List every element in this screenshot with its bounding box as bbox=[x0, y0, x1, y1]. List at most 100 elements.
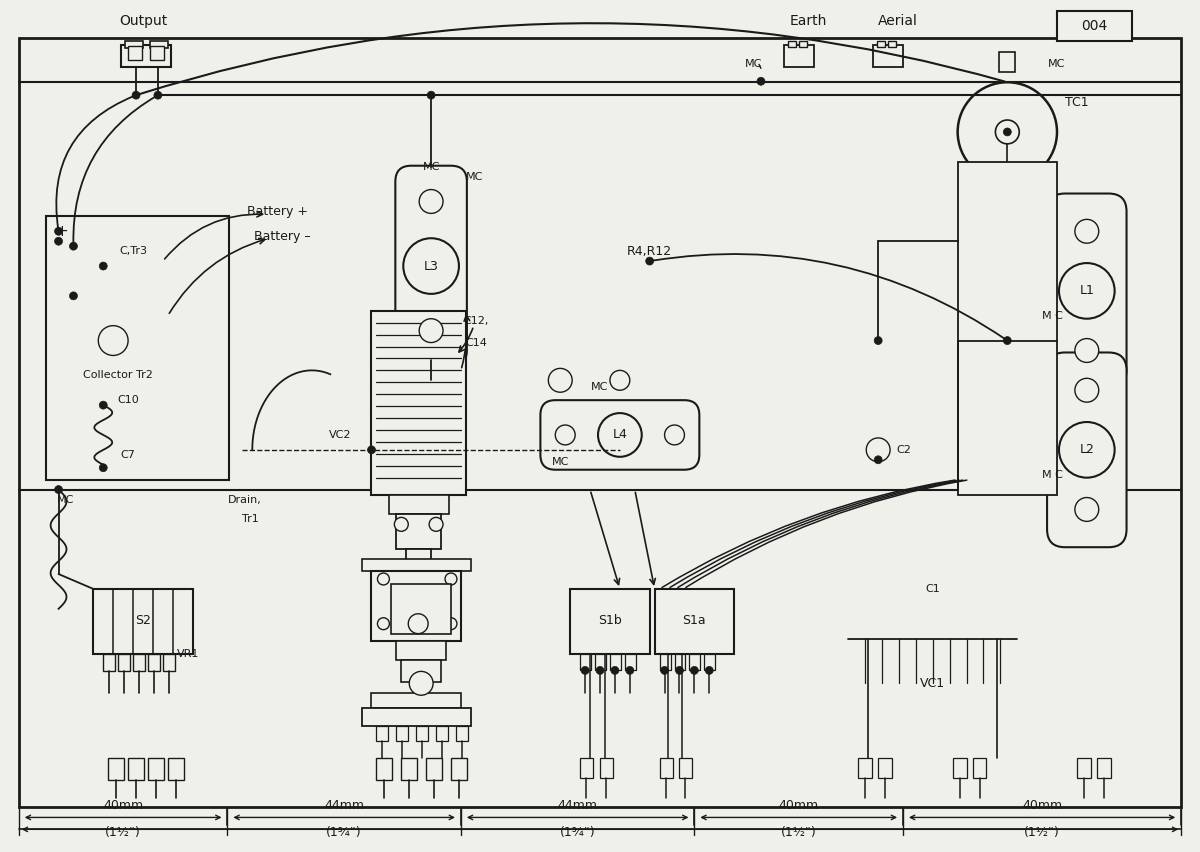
Text: MC: MC bbox=[466, 171, 484, 181]
Bar bbox=[972, 757, 986, 778]
Bar bbox=[118, 653, 130, 671]
Bar bbox=[704, 653, 715, 671]
Circle shape bbox=[419, 319, 443, 343]
Text: VC1: VC1 bbox=[920, 676, 946, 690]
Bar bbox=[361, 708, 470, 726]
Text: C12,: C12, bbox=[463, 316, 488, 325]
Circle shape bbox=[430, 517, 443, 532]
Bar bbox=[103, 653, 115, 671]
Circle shape bbox=[1003, 337, 1012, 344]
Text: C2: C2 bbox=[896, 445, 911, 455]
Text: M C: M C bbox=[1042, 311, 1062, 320]
Bar bbox=[407, 550, 431, 574]
Bar bbox=[121, 45, 170, 67]
Bar bbox=[1076, 757, 1091, 778]
Text: Output: Output bbox=[119, 14, 167, 27]
Circle shape bbox=[54, 227, 62, 235]
Bar bbox=[133, 653, 145, 671]
Text: (1¾"): (1¾") bbox=[326, 826, 362, 839]
Text: Battery –: Battery – bbox=[253, 230, 311, 243]
Bar bbox=[784, 45, 814, 67]
Circle shape bbox=[54, 237, 62, 245]
Text: S2: S2 bbox=[136, 614, 151, 627]
Circle shape bbox=[1058, 422, 1115, 478]
Bar bbox=[409, 574, 427, 604]
Circle shape bbox=[70, 242, 78, 250]
Circle shape bbox=[445, 573, 457, 585]
Bar bbox=[436, 726, 448, 741]
Circle shape bbox=[706, 666, 713, 675]
Circle shape bbox=[408, 613, 428, 634]
Text: VR1: VR1 bbox=[176, 648, 199, 659]
Bar bbox=[94, 589, 193, 653]
Circle shape bbox=[445, 618, 457, 630]
Bar bbox=[595, 653, 606, 671]
Text: (1½"): (1½") bbox=[781, 826, 816, 839]
Circle shape bbox=[690, 666, 698, 675]
Text: (1½"): (1½") bbox=[106, 826, 142, 839]
Bar bbox=[361, 559, 470, 571]
Text: Drain,: Drain, bbox=[228, 494, 262, 504]
Circle shape bbox=[132, 91, 140, 99]
Text: VC2: VC2 bbox=[329, 430, 352, 440]
Text: +: + bbox=[55, 224, 68, 239]
FancyBboxPatch shape bbox=[1048, 353, 1127, 547]
Text: S1a: S1a bbox=[683, 614, 706, 627]
Text: 44mm: 44mm bbox=[324, 799, 364, 812]
Bar bbox=[1097, 757, 1111, 778]
Text: 40mm: 40mm bbox=[103, 799, 143, 812]
Text: MC: MC bbox=[592, 383, 608, 392]
Circle shape bbox=[665, 425, 684, 445]
Bar bbox=[148, 653, 160, 671]
Bar bbox=[396, 726, 408, 741]
Bar bbox=[372, 311, 466, 494]
Bar bbox=[377, 757, 392, 780]
Bar bbox=[625, 653, 636, 671]
Text: L4: L4 bbox=[612, 429, 628, 441]
Bar bbox=[655, 589, 734, 653]
Text: 004: 004 bbox=[1081, 19, 1106, 32]
Text: Aerial: Aerial bbox=[878, 14, 918, 27]
Bar bbox=[660, 757, 672, 778]
Circle shape bbox=[100, 262, 107, 270]
Bar bbox=[168, 757, 184, 780]
Text: 40mm: 40mm bbox=[1022, 799, 1062, 812]
Circle shape bbox=[581, 666, 589, 675]
Text: Earth: Earth bbox=[790, 14, 827, 27]
Circle shape bbox=[367, 446, 376, 454]
Circle shape bbox=[661, 666, 668, 675]
Text: MC: MC bbox=[1049, 60, 1066, 69]
Bar bbox=[858, 757, 872, 778]
Text: TC1: TC1 bbox=[1066, 95, 1088, 108]
Bar bbox=[1000, 53, 1015, 72]
Bar bbox=[426, 757, 442, 780]
FancyBboxPatch shape bbox=[1048, 193, 1127, 389]
Bar bbox=[128, 47, 142, 60]
Text: C10: C10 bbox=[118, 395, 139, 406]
Bar bbox=[148, 757, 164, 780]
Text: L1: L1 bbox=[1079, 285, 1094, 297]
Circle shape bbox=[1075, 498, 1099, 521]
Circle shape bbox=[100, 401, 107, 409]
Text: Tr1: Tr1 bbox=[242, 515, 259, 524]
Circle shape bbox=[98, 325, 128, 355]
Text: M C: M C bbox=[1042, 469, 1062, 480]
Circle shape bbox=[154, 91, 162, 99]
Text: C14: C14 bbox=[464, 337, 487, 348]
Text: C,Tr3: C,Tr3 bbox=[119, 246, 148, 256]
Circle shape bbox=[875, 456, 882, 463]
Bar bbox=[874, 45, 904, 67]
Bar bbox=[610, 653, 620, 671]
Circle shape bbox=[1075, 338, 1099, 362]
Circle shape bbox=[676, 666, 684, 675]
Bar bbox=[456, 726, 468, 741]
Text: Collector Tr2: Collector Tr2 bbox=[83, 371, 154, 380]
Circle shape bbox=[958, 83, 1057, 181]
Bar bbox=[953, 757, 966, 778]
Circle shape bbox=[409, 671, 433, 695]
Bar bbox=[888, 41, 896, 48]
Bar bbox=[404, 604, 432, 625]
Circle shape bbox=[996, 120, 1019, 144]
Text: MC: MC bbox=[422, 162, 439, 172]
Circle shape bbox=[875, 337, 882, 344]
